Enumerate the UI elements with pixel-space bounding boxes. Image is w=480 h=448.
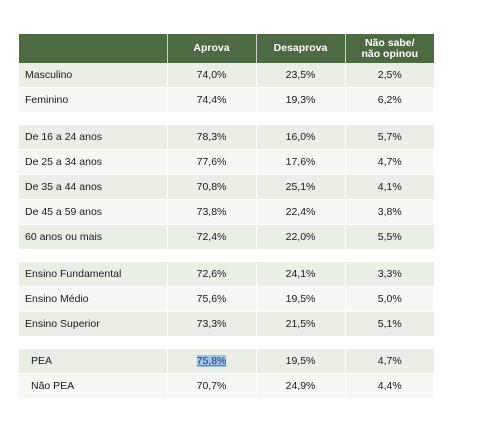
header-desaprova: Desaprova xyxy=(256,34,346,63)
cell-nao-sabe: 5,5% xyxy=(345,224,434,250)
cell-desaprova: 24,9% xyxy=(256,373,346,399)
cell-desaprova: 19,5% xyxy=(256,349,346,374)
table-row: PEA 75,8% 19,5% 4,7% xyxy=(19,349,434,374)
table-row: Ensino Superior 73,3% 21,5% 5,1% xyxy=(19,311,434,337)
cell-desaprova: 25,1% xyxy=(256,174,346,200)
cell-aprova: 70,8% xyxy=(167,174,257,200)
group-spacer xyxy=(19,249,434,262)
cell-nao-sabe: 5,1% xyxy=(345,311,434,337)
cell-desaprova: 17,6% xyxy=(256,149,346,175)
table-row: De 25 a 34 anos 77,6% 17,6% 4,7% xyxy=(19,149,434,175)
table-row: De 16 a 24 anos 78,3% 16,0% 5,7% xyxy=(19,125,434,150)
header-nao-sabe-line2: não opinou xyxy=(361,47,419,60)
table-row: Ensino Fundamental 72,6% 24,1% 3,3% xyxy=(19,262,434,287)
cell-nao-sabe: 2,5% xyxy=(345,63,434,88)
cell-desaprova: 22,0% xyxy=(256,224,346,250)
cell-aprova: 77,6% xyxy=(167,149,257,175)
row-label: Ensino Fundamental xyxy=(19,262,168,287)
header-blank-cell xyxy=(19,34,168,63)
cell-nao-sabe: 4,4% xyxy=(345,373,434,399)
group-spacer xyxy=(19,112,434,125)
selected-text-highlight[interactable]: 75,8% xyxy=(196,355,227,367)
row-label: De 45 a 59 anos xyxy=(19,199,168,225)
cell-aprova[interactable]: 75,8% xyxy=(167,349,257,374)
cell-desaprova: 16,0% xyxy=(256,125,346,150)
header-aprova: Aprova xyxy=(167,34,257,63)
cell-desaprova: 19,3% xyxy=(256,87,346,113)
row-label: Ensino Médio xyxy=(19,286,168,312)
row-label: De 25 a 34 anos xyxy=(19,149,168,175)
cell-desaprova: 21,5% xyxy=(256,311,346,337)
cell-aprova: 72,6% xyxy=(167,262,257,287)
header-nao-sabe: Não sabe/ não opinou xyxy=(345,34,434,63)
cell-aprova: 78,3% xyxy=(167,125,257,150)
row-label: Ensino Superior xyxy=(19,311,168,337)
cell-aprova: 75,6% xyxy=(167,286,257,312)
cell-nao-sabe: 3,8% xyxy=(345,199,434,225)
row-label: Masculino xyxy=(19,63,168,88)
cell-aprova: 70,7% xyxy=(167,373,257,399)
cell-nao-sabe: 5,7% xyxy=(345,125,434,150)
row-label: De 35 a 44 anos xyxy=(19,174,168,200)
group-spacer xyxy=(19,336,434,349)
header-nao-sabe-line1: Não sabe/ xyxy=(364,36,415,49)
table-row: Feminino 74,4% 19,3% 6,2% xyxy=(19,87,434,113)
cell-aprova: 72,4% xyxy=(167,224,257,250)
cell-aprova: 73,8% xyxy=(167,199,257,225)
cell-nao-sabe: 6,2% xyxy=(345,87,434,113)
cell-desaprova: 19,5% xyxy=(256,286,346,312)
table-row: Masculino 74,0% 23,5% 2,5% xyxy=(19,63,434,88)
cell-nao-sabe: 4,1% xyxy=(345,174,434,200)
row-label: De 16 a 24 anos xyxy=(19,125,168,150)
cell-nao-sabe: 3,3% xyxy=(345,262,434,287)
row-label: Não PEA xyxy=(19,373,168,399)
row-label: 60 anos ou mais xyxy=(19,224,168,250)
cell-aprova: 74,4% xyxy=(167,87,257,113)
row-label: PEA xyxy=(19,349,168,374)
table-row: 60 anos ou mais 72,4% 22,0% 5,5% xyxy=(19,224,434,250)
table-row: Ensino Médio 75,6% 19,5% 5,0% xyxy=(19,286,434,312)
table-row: Não PEA 70,7% 24,9% 4,4% xyxy=(19,373,434,399)
approval-table: Aprova Desaprova Não sabe/ não opinou Ma… xyxy=(19,34,434,399)
cell-desaprova: 24,1% xyxy=(256,262,346,287)
cell-aprova: 73,3% xyxy=(167,311,257,337)
cell-nao-sabe: 4,7% xyxy=(345,349,434,374)
table-header-row: Aprova Desaprova Não sabe/ não opinou xyxy=(19,34,434,63)
cell-nao-sabe: 5,0% xyxy=(345,286,434,312)
table-row: De 35 a 44 anos 70,8% 25,1% 4,1% xyxy=(19,174,434,200)
row-label: Feminino xyxy=(19,87,168,113)
table-row: De 45 a 59 anos 73,8% 22,4% 3,8% xyxy=(19,199,434,225)
cell-desaprova: 23,5% xyxy=(256,63,346,88)
cell-nao-sabe: 4,7% xyxy=(345,149,434,175)
cell-desaprova: 22,4% xyxy=(256,199,346,225)
cell-aprova: 74,0% xyxy=(167,63,257,88)
